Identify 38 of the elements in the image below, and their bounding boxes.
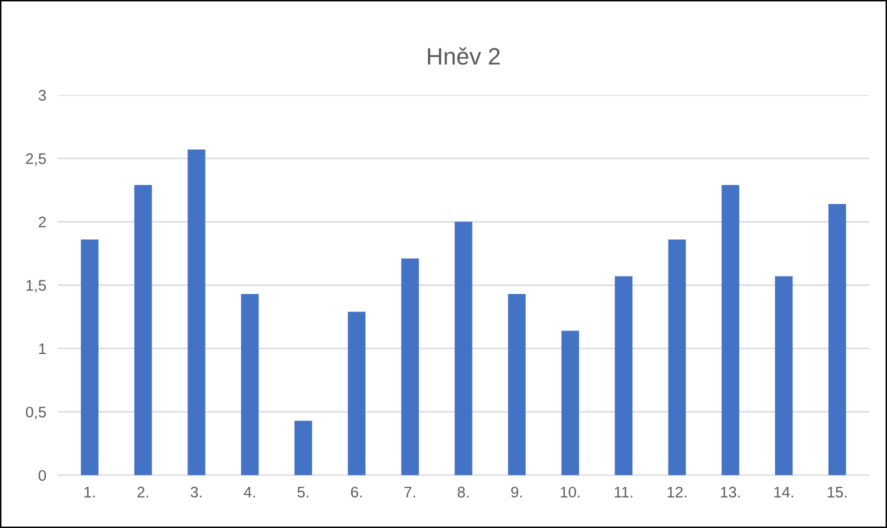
x-tick-label: 7.	[404, 486, 416, 498]
x-tick-label: 15.	[828, 486, 846, 498]
x-tick-label: 8.	[458, 486, 468, 498]
bar	[561, 330, 580, 476]
bar	[722, 185, 740, 476]
x-tick-label: 2.	[137, 486, 148, 498]
y-tick-label: 1,5	[26, 280, 46, 293]
y-tick-label: 3	[38, 90, 46, 101]
x-tick-label: 1.	[84, 486, 95, 498]
y-tick-label: 0,5	[26, 406, 46, 420]
bar	[348, 312, 366, 476]
bar	[188, 150, 206, 476]
y-tick-label: 2,5	[26, 153, 46, 166]
bar	[775, 276, 793, 476]
x-tick-label: 9.	[511, 486, 522, 498]
bar	[401, 258, 419, 476]
chart-title: Hněv 2	[428, 47, 500, 65]
x-tick-label: 12.	[668, 486, 686, 498]
y-tick-label: 0	[38, 470, 46, 481]
x-tick-label: 4.	[244, 486, 255, 498]
x-tick-label: 11.	[614, 486, 632, 498]
bar	[614, 276, 632, 476]
x-tick-label: 13.	[720, 486, 740, 498]
bar	[668, 240, 686, 476]
bar	[80, 240, 98, 476]
bar	[828, 204, 846, 476]
bar	[294, 420, 312, 476]
bar	[454, 222, 472, 476]
y-tick-label: 2	[38, 216, 46, 228]
bar	[134, 185, 152, 476]
x-tick-label: 6.	[351, 486, 362, 498]
bar	[241, 294, 259, 476]
x-tick-label: 5.	[298, 486, 308, 498]
x-tick-label: 3.	[190, 486, 202, 498]
bar	[508, 294, 526, 476]
x-tick-label: 14.	[774, 486, 794, 498]
x-tick-label: 10.	[560, 486, 580, 498]
y-tick-label: 1	[39, 344, 46, 354]
